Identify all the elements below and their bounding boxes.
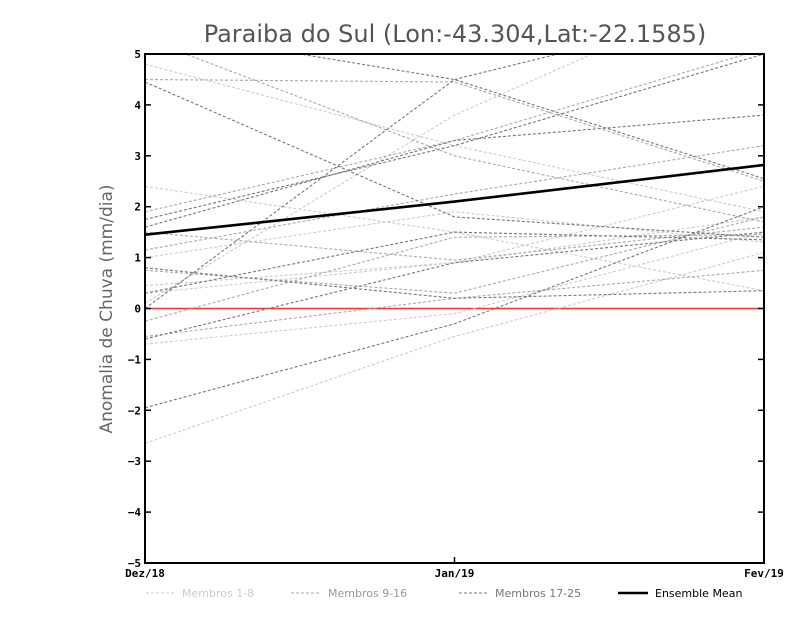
y-tick-label: 5	[134, 48, 141, 61]
y-tick-label: 3	[134, 150, 141, 163]
y-tick-label: 1	[134, 252, 141, 265]
y-tick-label: 2	[134, 201, 141, 214]
member-line-m3	[145, 231, 764, 345]
member-line-m19	[145, 206, 764, 409]
member-line-m18	[145, 114, 764, 228]
ensemble-mean-layer	[145, 163, 764, 236]
x-tick-label: Fev/19	[744, 567, 784, 580]
member-line-m23	[145, 231, 764, 294]
legend-label-membros-1-8: Membros 1-8	[182, 587, 254, 600]
member-line-m12	[145, 234, 764, 322]
legend-label-ensemble-mean: Ensemble Mean	[655, 587, 742, 600]
y-tick-label: −3	[128, 455, 141, 468]
member-line-m22	[145, 54, 561, 309]
member-line-m6	[145, 54, 594, 304]
legend-label-membros-9-16: Membros 9-16	[328, 587, 407, 600]
member-line-m1	[145, 63, 764, 213]
member-line-m21	[145, 231, 764, 340]
y-axis-label: Anomalia de Chuva (mm/dia)	[97, 184, 117, 433]
member-line-m17	[145, 81, 764, 238]
y-tick-label: −2	[128, 404, 141, 417]
y-tick-label: −4	[128, 506, 142, 519]
x-tick-label: Dez/18	[125, 567, 165, 580]
chart-title: Paraiba do Sul (Lon:-43.304,Lat:-22.1585…	[204, 20, 707, 48]
member-line-m25	[145, 267, 764, 299]
member-line-m10	[145, 54, 749, 213]
legend: Membros 1-8 Membros 9-16 Membros 17-25 E…	[146, 587, 742, 600]
member-line-m9	[183, 54, 764, 223]
y-tick-label: 4	[134, 99, 141, 112]
member-line-m5	[145, 211, 764, 259]
member-line-m24	[296, 54, 764, 180]
member-line-m4	[145, 251, 764, 444]
member-line-m14	[145, 216, 764, 294]
y-tick-label: −1	[128, 353, 142, 366]
x-axis-ticks: Dez/18 Jan/19 Fev/19	[125, 557, 784, 580]
series-layer	[145, 54, 764, 444]
y-tick-label: −5	[128, 557, 141, 570]
y-axis-ticks: −5 −4 −3 −2 −1 0 1 2 3 4 5	[128, 48, 764, 570]
x-tick-label: Jan/19	[435, 567, 475, 580]
legend-label-membros-17-25: Membros 17-25	[495, 587, 581, 600]
ensemble-mean-line	[145, 163, 764, 236]
member-line-m15	[145, 78, 764, 182]
member-line-m16	[145, 269, 764, 338]
y-tick-label: 0	[134, 303, 141, 316]
member-line-m13	[145, 226, 764, 261]
member-line-m8	[145, 216, 764, 287]
member-line-m20	[145, 54, 764, 220]
